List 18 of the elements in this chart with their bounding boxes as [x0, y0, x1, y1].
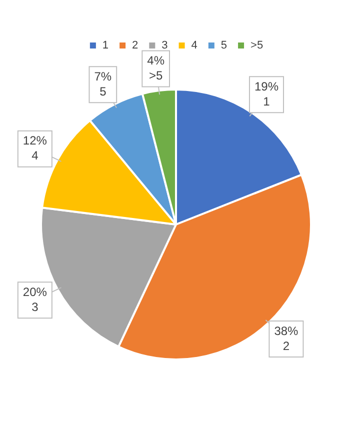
legend-label: 1	[102, 40, 109, 52]
slice-label: 3	[32, 300, 39, 314]
slice-label: 4	[32, 148, 39, 163]
data-label: 20%	[22, 284, 48, 299]
data-label: 19%	[254, 79, 279, 94]
legend-label: >5	[250, 40, 264, 52]
data-label: 12%	[22, 134, 48, 148]
slice-label: 2	[282, 338, 290, 353]
slice-label: 1	[263, 94, 270, 108]
slice-label: >5	[148, 68, 163, 83]
slice-label: 5	[100, 84, 107, 98]
legend-label: 5	[220, 40, 228, 52]
data-label: 38%	[274, 324, 299, 338]
legend-label: 4	[191, 40, 198, 52]
data-label: 7%	[94, 69, 112, 84]
data-label: 4%	[147, 54, 165, 68]
legend-label: 3	[162, 40, 168, 52]
legend-label: 2	[132, 40, 138, 52]
